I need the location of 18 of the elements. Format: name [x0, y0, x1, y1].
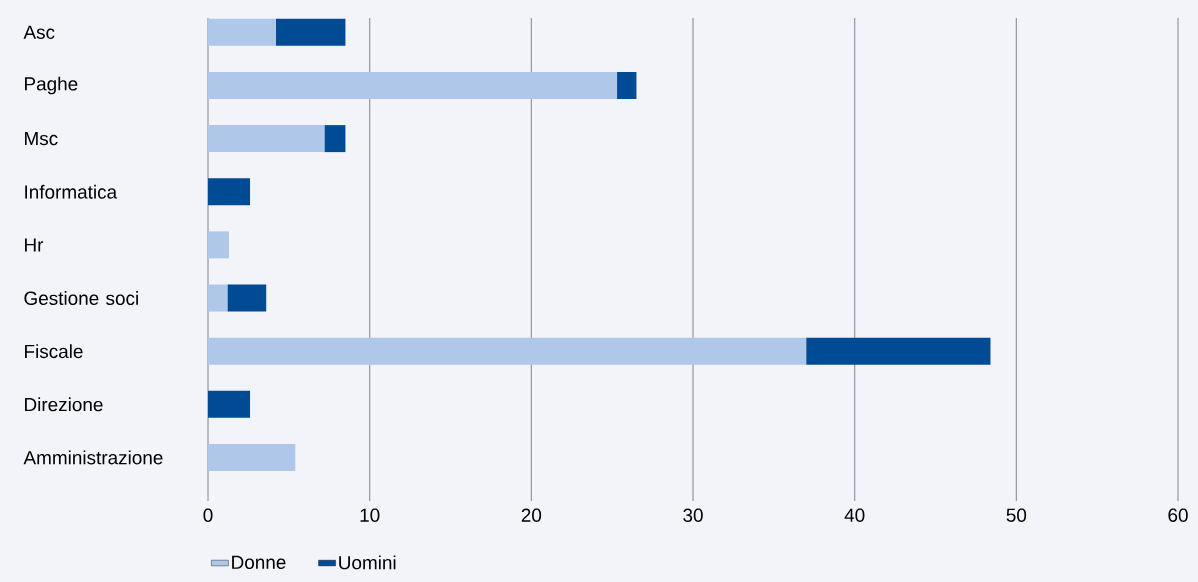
x-tick-label: 30 [683, 508, 703, 522]
y-tick-label: Amministrazione [23, 450, 163, 465]
y-tick-label: Hr [25, 238, 44, 252]
x-tick-label: 40 [844, 508, 865, 522]
y-tick-label: Msc [25, 132, 58, 146]
x-tick-label: 60 [1168, 508, 1188, 522]
x-tick-label: 10 [360, 508, 380, 522]
y-tick-label: Gestione soci [24, 291, 138, 305]
legend-label: Donne [232, 555, 286, 569]
legend-label: Uomini [339, 555, 396, 570]
y-tick-label: Asc [23, 25, 55, 39]
x-tick-label: 0 [203, 508, 213, 522]
x-tick-label: 20 [521, 508, 542, 522]
x-tick-label: 50 [1006, 508, 1027, 522]
y-tick-label: Fiscale [25, 344, 83, 359]
y-tick-label: Direzione [25, 397, 103, 412]
y-tick-label: Paghe [25, 76, 78, 95]
y-tick-label: Informatica [25, 184, 118, 199]
